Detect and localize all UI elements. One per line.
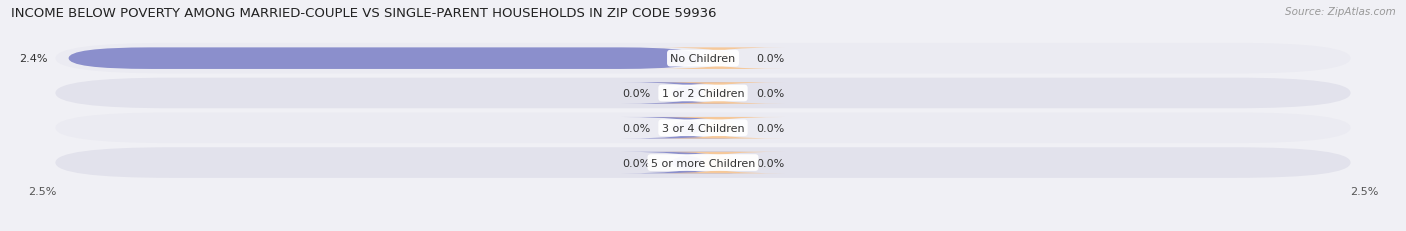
FancyBboxPatch shape [69,48,703,70]
Text: 5 or more Children: 5 or more Children [651,158,755,168]
FancyBboxPatch shape [652,48,785,70]
Text: 0.0%: 0.0% [621,88,650,99]
Text: No Children: No Children [671,54,735,64]
Text: 0.0%: 0.0% [756,158,785,168]
FancyBboxPatch shape [652,152,785,174]
FancyBboxPatch shape [55,148,1351,178]
FancyBboxPatch shape [652,118,785,139]
FancyBboxPatch shape [652,83,785,104]
Text: 0.0%: 0.0% [756,123,785,133]
Text: 0.0%: 0.0% [756,54,785,64]
Text: 2.4%: 2.4% [18,54,48,64]
Text: 0.0%: 0.0% [756,88,785,99]
FancyBboxPatch shape [55,78,1351,109]
FancyBboxPatch shape [621,118,754,139]
Text: INCOME BELOW POVERTY AMONG MARRIED-COUPLE VS SINGLE-PARENT HOUSEHOLDS IN ZIP COD: INCOME BELOW POVERTY AMONG MARRIED-COUPL… [11,7,717,20]
FancyBboxPatch shape [621,83,754,104]
FancyBboxPatch shape [621,152,754,174]
Text: Source: ZipAtlas.com: Source: ZipAtlas.com [1285,7,1396,17]
FancyBboxPatch shape [55,113,1351,143]
Legend: Married Couples, Single Parents: Married Couples, Single Parents [593,228,813,231]
Text: 0.0%: 0.0% [621,158,650,168]
FancyBboxPatch shape [55,44,1351,74]
Text: 0.0%: 0.0% [621,123,650,133]
Text: 3 or 4 Children: 3 or 4 Children [662,123,744,133]
Text: 1 or 2 Children: 1 or 2 Children [662,88,744,99]
